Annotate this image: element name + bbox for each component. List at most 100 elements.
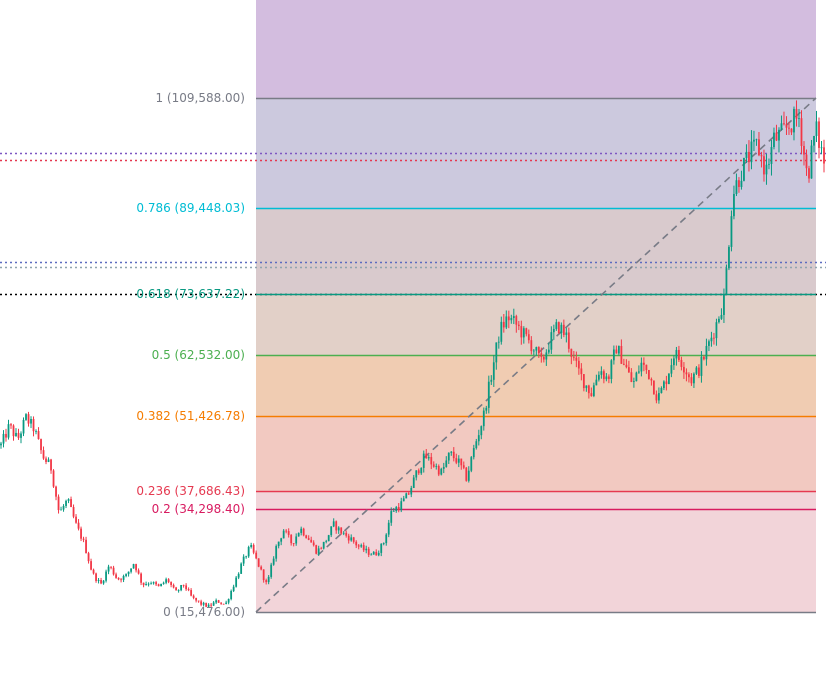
candle-235[interactable] [587, 384, 590, 399]
candle-47[interactable] [117, 577, 120, 581]
candle-261[interactable] [652, 380, 655, 395]
candle-57[interactable] [142, 582, 145, 588]
candle-64[interactable] [160, 583, 162, 587]
candle-281[interactable] [703, 355, 705, 361]
candle-179[interactable] [447, 452, 450, 464]
candle-237[interactable] [592, 382, 595, 398]
candle-129[interactable] [322, 541, 325, 550]
candle-303[interactable] [758, 131, 760, 157]
candle-295[interactable] [738, 177, 740, 193]
candle-134[interactable] [335, 520, 338, 534]
candle-105[interactable] [262, 569, 265, 583]
candle-318[interactable] [795, 100, 798, 127]
candle-215[interactable] [537, 346, 540, 358]
candle-199[interactable] [497, 336, 500, 349]
candle-177[interactable] [442, 462, 445, 474]
candle-17[interactable] [42, 446, 45, 460]
candle-219[interactable] [547, 342, 550, 355]
candle-151[interactable] [377, 550, 380, 557]
candle-216[interactable] [540, 347, 543, 363]
candle-270[interactable] [675, 346, 678, 366]
candle-26[interactable] [65, 499, 67, 509]
candle-6[interactable] [15, 428, 17, 437]
candle-127[interactable] [317, 545, 320, 556]
candle-40[interactable] [100, 577, 102, 585]
candle-68[interactable] [170, 581, 173, 588]
candle-156[interactable] [390, 507, 393, 526]
candle-124[interactable] [310, 536, 313, 543]
candle-316[interactable] [790, 128, 793, 136]
candle-85[interactable] [212, 601, 215, 607]
candle-86[interactable] [215, 598, 218, 605]
candle-310[interactable] [775, 124, 778, 142]
candle-191[interactable] [477, 429, 480, 446]
candle-100[interactable] [250, 542, 253, 549]
candle-37[interactable] [92, 568, 95, 575]
candle-163[interactable] [407, 491, 410, 495]
candle-202[interactable] [505, 310, 508, 330]
candle-9[interactable] [22, 417, 25, 437]
candle-209[interactable] [522, 326, 525, 344]
candle-293[interactable] [733, 185, 735, 220]
candle-185[interactable] [462, 461, 465, 470]
candle-282[interactable] [705, 338, 708, 366]
candle-3[interactable] [7, 419, 10, 440]
candle-99[interactable] [247, 545, 250, 558]
candle-178[interactable] [445, 456, 448, 468]
candle-238[interactable] [595, 374, 598, 386]
candle-186[interactable] [465, 466, 468, 482]
candle-72[interactable] [180, 584, 183, 592]
candle-224[interactable] [560, 322, 563, 339]
candle-33[interactable] [82, 536, 85, 543]
candle-245[interactable] [612, 345, 615, 365]
candle-42[interactable] [105, 569, 107, 583]
candle-11[interactable] [27, 411, 30, 427]
candle-284[interactable] [710, 331, 713, 347]
candle-91[interactable] [227, 598, 230, 605]
candle-327[interactable] [818, 117, 820, 159]
candle-43[interactable] [107, 564, 110, 575]
candle-36[interactable] [90, 558, 92, 571]
candle-231[interactable] [577, 357, 580, 375]
candle-306[interactable] [765, 153, 768, 185]
candle-88[interactable] [220, 602, 223, 605]
candle-189[interactable] [472, 444, 475, 460]
candle-244[interactable] [610, 359, 613, 384]
candle-314[interactable] [785, 116, 788, 135]
candle-63[interactable] [157, 583, 160, 587]
candle-128[interactable] [320, 546, 323, 550]
candle-60[interactable] [150, 581, 152, 585]
candle-103[interactable] [257, 558, 260, 568]
candle-162[interactable] [405, 492, 408, 499]
candle-120[interactable] [300, 526, 303, 536]
candle-73[interactable] [182, 584, 185, 588]
candle-210[interactable] [525, 327, 528, 337]
candle-4[interactable] [10, 423, 12, 429]
candle-111[interactable] [277, 541, 280, 549]
candle-320[interactable] [800, 110, 803, 155]
candle-246[interactable] [615, 345, 618, 354]
candle-66[interactable] [165, 577, 168, 585]
candle-276[interactable] [690, 373, 693, 386]
candle-206[interactable] [515, 314, 518, 333]
candle-51[interactable] [127, 571, 130, 577]
candle-81[interactable] [202, 601, 205, 607]
candle-89[interactable] [222, 603, 225, 605]
candle-204[interactable] [510, 314, 513, 324]
candle-308[interactable] [770, 140, 773, 176]
candle-208[interactable] [520, 320, 523, 345]
candle-290[interactable] [725, 264, 728, 295]
candle-77[interactable] [192, 594, 195, 600]
candle-207[interactable] [517, 320, 520, 331]
candle-0[interactable] [0, 441, 2, 449]
candle-109[interactable] [272, 556, 275, 566]
candle-50[interactable] [125, 573, 127, 578]
candle-22[interactable] [55, 485, 57, 501]
candle-126[interactable] [315, 544, 318, 555]
candle-200[interactable] [500, 316, 503, 345]
candle-271[interactable] [678, 345, 680, 362]
candle-138[interactable] [345, 530, 348, 538]
candle-212[interactable] [530, 336, 533, 355]
candle-147[interactable] [367, 546, 370, 558]
candle-25[interactable] [62, 504, 65, 512]
